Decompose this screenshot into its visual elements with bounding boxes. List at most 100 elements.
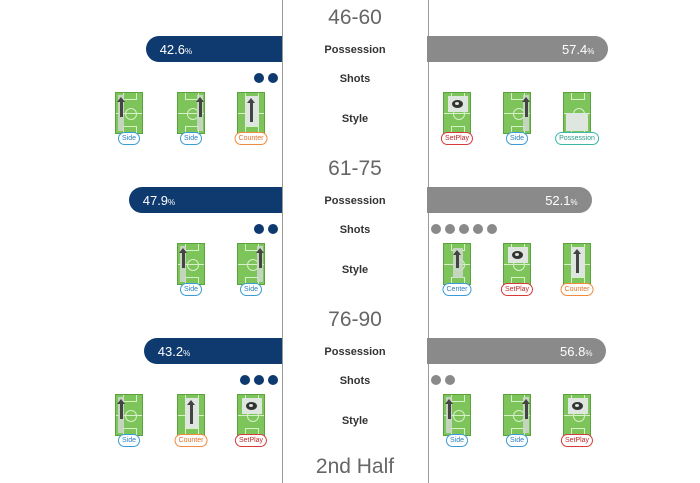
pitch-icon xyxy=(563,92,591,134)
style-label: Style xyxy=(341,415,369,427)
away-possession-value: 52.1% xyxy=(545,193,577,208)
arrow-up-icon xyxy=(256,248,264,268)
style-card-away-3[interactable]: SetPlay xyxy=(560,394,594,448)
shot-dot xyxy=(268,375,278,385)
pitch-icon xyxy=(503,92,531,134)
pitch-icon xyxy=(177,92,205,134)
style-card-away-2[interactable]: SetPlay xyxy=(500,243,534,297)
period-title: 46-60 xyxy=(328,6,382,29)
pitch-icon xyxy=(443,243,471,285)
home-possession-number: 42.6 xyxy=(159,42,185,57)
away-possession-value: 57.4% xyxy=(562,42,594,57)
pitch-icon xyxy=(237,243,265,285)
home-possession-value: 43.2% xyxy=(158,344,190,359)
percent-sign: % xyxy=(587,47,595,56)
style-card-away-3[interactable]: Possession xyxy=(555,92,599,146)
home-possession-bar: 42.6% xyxy=(145,36,282,62)
away-possession-number: 52.1 xyxy=(545,193,571,208)
arrow-up-icon xyxy=(117,97,125,117)
shot-dot xyxy=(254,375,264,385)
pitch-icon xyxy=(503,394,531,436)
home-possession-bar: 47.9% xyxy=(128,187,282,213)
shot-dot xyxy=(254,224,264,234)
style-tag: SetPlay xyxy=(560,434,594,447)
shots-label: Shots xyxy=(339,375,371,387)
possession-label: Possession xyxy=(324,346,386,358)
arrow-up-icon xyxy=(179,248,187,268)
home-possession-number: 47.9 xyxy=(142,193,169,208)
style-card-home-1[interactable]: Side xyxy=(174,243,208,297)
style-card-away-1[interactable]: Center xyxy=(440,243,474,297)
shots-label: Shots xyxy=(339,73,371,85)
home-possession-value: 47.9% xyxy=(143,193,175,208)
style-tag: Side xyxy=(117,434,141,447)
shot-dot xyxy=(268,73,278,83)
away-possession-bar: 52.1% xyxy=(427,187,592,213)
pitch-icon xyxy=(443,92,471,134)
away-possession-number: 57.4 xyxy=(561,42,588,57)
period-title: 76-90 xyxy=(328,308,382,331)
style-card-home-3[interactable]: SetPlay xyxy=(234,394,268,448)
away-possession-bar: 56.8% xyxy=(427,338,607,364)
ball-icon xyxy=(572,402,583,410)
shot-dot xyxy=(431,224,441,234)
style-tag: SetPlay xyxy=(500,283,534,296)
pitch-icon xyxy=(115,92,143,134)
pitch-icon xyxy=(237,92,265,134)
style-card-away-2[interactable]: Side xyxy=(500,394,534,448)
arrow-up-icon xyxy=(453,250,461,268)
shot-dot xyxy=(445,375,455,385)
style-card-away-3[interactable]: Counter xyxy=(560,243,594,297)
percent-sign: % xyxy=(183,349,191,358)
ball-icon xyxy=(246,402,257,410)
arrow-up-icon xyxy=(445,399,453,419)
style-tag: Counter xyxy=(174,434,208,447)
style-tag: Side xyxy=(117,132,141,145)
style-tag: SetPlay xyxy=(234,434,268,447)
style-card-home-1[interactable]: Side xyxy=(112,92,146,146)
percent-sign: % xyxy=(185,47,193,56)
style-label: Style xyxy=(341,113,369,125)
style-tag: Side xyxy=(239,283,263,296)
home-possession-value: 42.6% xyxy=(160,42,192,57)
pitch-icon xyxy=(503,243,531,285)
arrow-up-icon xyxy=(196,97,204,117)
style-tag: Possession xyxy=(555,132,599,145)
shot-dot xyxy=(473,224,483,234)
style-tag: Center xyxy=(442,283,472,296)
style-tag: Side xyxy=(179,283,203,296)
style-card-home-3[interactable]: Counter xyxy=(234,92,268,146)
pitch-icon xyxy=(443,394,471,436)
shot-dot xyxy=(487,224,497,234)
away-possession-value: 56.8% xyxy=(560,344,592,359)
style-tag: Side xyxy=(445,434,469,447)
style-tag: Counter xyxy=(560,283,594,296)
style-tag: Counter xyxy=(234,132,268,145)
style-card-away-1[interactable]: Side xyxy=(440,394,474,448)
arrow-up-icon xyxy=(522,399,530,419)
pitch-icon xyxy=(115,394,143,436)
percent-sign: % xyxy=(168,198,176,207)
style-tag: Side xyxy=(505,132,529,145)
style-tag: Side xyxy=(179,132,203,145)
pitch-icon xyxy=(177,243,205,285)
style-card-away-1[interactable]: SetPlay xyxy=(440,92,474,146)
possession-label: Possession xyxy=(324,195,386,207)
arrow-up-icon xyxy=(522,97,530,117)
ball-icon xyxy=(512,251,523,259)
style-card-home-2[interactable]: Counter xyxy=(174,394,208,448)
percent-sign: % xyxy=(570,198,578,207)
home-possession-bar: 43.2% xyxy=(143,338,282,364)
style-card-home-1[interactable]: Side xyxy=(112,394,146,448)
arrow-up-icon xyxy=(117,399,125,419)
style-card-away-2[interactable]: Side xyxy=(500,92,534,146)
shot-dot xyxy=(431,375,441,385)
away-possession-number: 56.8 xyxy=(560,344,586,359)
home-shots-dots xyxy=(254,224,278,235)
style-card-home-2[interactable]: Side xyxy=(174,92,208,146)
home-possession-number: 43.2 xyxy=(157,344,184,359)
style-card-home-2[interactable]: Side xyxy=(234,243,268,297)
percent-sign: % xyxy=(585,349,593,358)
shots-label: Shots xyxy=(339,224,371,236)
shot-dot xyxy=(459,224,469,234)
